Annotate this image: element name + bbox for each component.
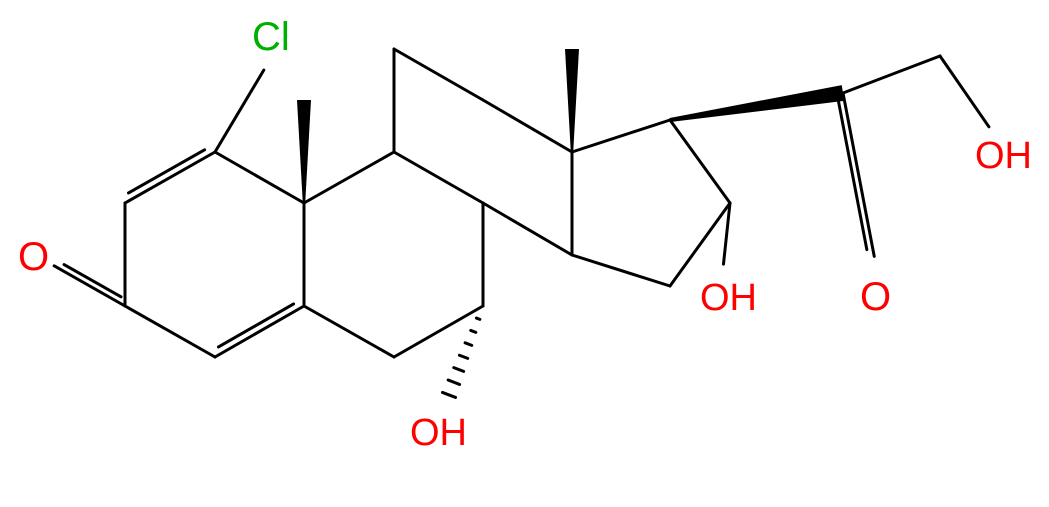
bond bbox=[304, 306, 394, 357]
bond bbox=[54, 266, 125, 306]
bond bbox=[215, 152, 304, 203]
atom-label: O bbox=[860, 275, 891, 319]
bond bbox=[129, 150, 205, 193]
bond bbox=[448, 380, 459, 384]
atom-label: OH bbox=[700, 277, 757, 319]
bond bbox=[670, 120, 730, 203]
bond bbox=[670, 203, 730, 286]
bond bbox=[454, 368, 464, 372]
atom-label: Cl bbox=[252, 15, 290, 59]
molecule-diagram: Cl O OH OH O OH bbox=[0, 0, 1049, 507]
bond bbox=[459, 355, 467, 358]
bond bbox=[843, 93, 874, 256]
bond bbox=[483, 203, 572, 255]
bond bbox=[125, 306, 215, 357]
bond bbox=[125, 152, 215, 203]
bond bbox=[218, 304, 293, 347]
bond bbox=[394, 152, 483, 203]
bond bbox=[940, 56, 989, 127]
bond bbox=[476, 318, 479, 319]
bond bbox=[839, 102, 867, 250]
bond bbox=[215, 306, 304, 357]
bond bbox=[483, 100, 572, 152]
wedge-bond bbox=[565, 49, 579, 152]
atom-label: OH bbox=[975, 135, 1032, 177]
bond bbox=[572, 120, 670, 152]
bond bbox=[394, 306, 483, 357]
bond bbox=[572, 255, 670, 286]
bond bbox=[843, 56, 940, 93]
bond bbox=[465, 343, 472, 346]
bond bbox=[304, 152, 394, 203]
atom-label: O bbox=[18, 235, 49, 279]
atom-label: OH bbox=[410, 412, 467, 454]
wedge-bond bbox=[297, 100, 311, 203]
bond bbox=[394, 49, 483, 100]
wedge-bond bbox=[670, 85, 845, 122]
bond bbox=[64, 265, 121, 297]
bond bbox=[471, 330, 476, 332]
bond bbox=[442, 392, 455, 397]
bond bbox=[215, 70, 264, 152]
